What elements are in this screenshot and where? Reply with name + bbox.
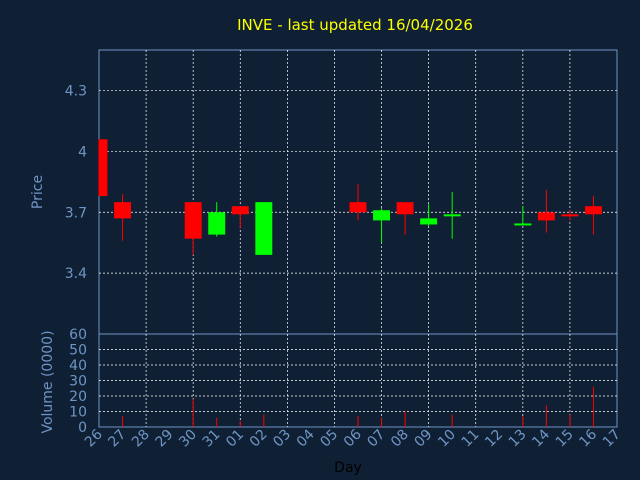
x-tick-label: 12 (482, 427, 506, 451)
candle-body (373, 210, 391, 221)
volume-tick-label: 40 (69, 358, 87, 374)
x-axis-label: Day (334, 460, 362, 476)
x-tick-label: 17 (600, 427, 624, 451)
volume-tick-label: 30 (69, 374, 87, 390)
candle-body (114, 202, 132, 219)
price-tick-label: 3.7 (65, 205, 87, 221)
x-tick-label: 10 (435, 427, 459, 451)
price-tick-label: 4 (78, 144, 87, 160)
candle-body (184, 202, 202, 239)
candle-body (255, 202, 273, 255)
candle-body (584, 206, 602, 215)
candle-body (208, 212, 226, 235)
candle-body (561, 214, 579, 217)
x-tick-label: 15 (553, 427, 577, 451)
volume-panel-frame (98, 333, 618, 428)
x-tick-label: 11 (459, 427, 483, 451)
chart-title: INVE - last updated 16/04/2026 (237, 16, 473, 34)
volume-tick-label: 0 (78, 420, 87, 436)
x-tick-label: 16 (576, 426, 600, 450)
candle-body (420, 218, 438, 225)
x-tick-label: 28 (129, 427, 153, 451)
x-tick-label: 04 (294, 426, 318, 450)
x-tick-label: 30 (176, 427, 200, 451)
volume-axis-label: Volume (0000) (40, 330, 56, 433)
x-tick-label: 27 (105, 427, 129, 451)
x-tick-label: 29 (153, 427, 177, 451)
price-tick-label: 4.3 (65, 84, 87, 100)
candle-body (443, 214, 461, 217)
candle-body (396, 202, 414, 215)
x-tick-label: 06 (341, 426, 365, 450)
candle-body (231, 206, 249, 215)
price-tick-label: 3.4 (65, 266, 87, 282)
volume-tick-label: 50 (69, 343, 87, 359)
x-tick-label: 01 (223, 427, 247, 451)
candle-body (514, 223, 532, 226)
candle-body (349, 202, 367, 213)
volume-tick-label: 60 (69, 327, 87, 343)
x-tick-label: 09 (412, 427, 436, 451)
x-tick-label: 08 (388, 427, 412, 451)
x-tick-label: 03 (270, 427, 294, 451)
x-tick-label: 13 (506, 427, 530, 451)
x-tick-label: 05 (317, 427, 341, 451)
x-tick-label: 31 (200, 427, 224, 451)
x-tick-label: 02 (247, 427, 271, 451)
x-tick-label: 07 (364, 427, 388, 451)
candle-body (99, 139, 108, 197)
volume-tick-label: 10 (69, 405, 87, 421)
x-tick-label: 14 (529, 426, 553, 450)
candle-body (537, 212, 555, 221)
volume-tick-label: 20 (69, 389, 87, 405)
price-axis-label: Price (30, 175, 46, 209)
